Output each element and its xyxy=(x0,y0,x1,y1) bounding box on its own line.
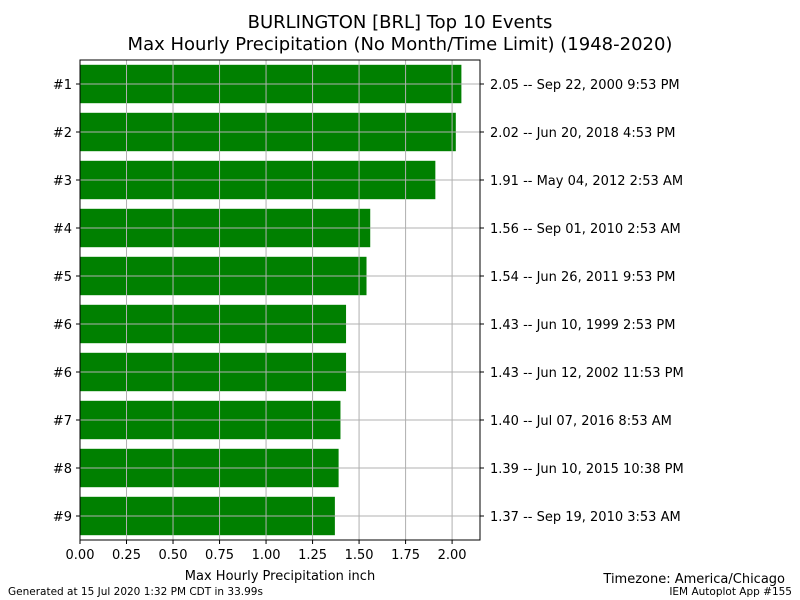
y-tick-label: #6 xyxy=(53,318,72,333)
generated-label: Generated at 15 Jul 2020 1:32 PM CDT in … xyxy=(8,586,263,598)
y-tick-label: #7 xyxy=(53,414,72,429)
x-tick-label: 1.00 xyxy=(252,548,281,563)
y-tick-label: #3 xyxy=(53,174,72,189)
y-tick-label: #2 xyxy=(53,126,72,141)
y-tick-label: #6 xyxy=(53,366,72,381)
plot-area: 0.00 0.25 0.50 0.75 1.00 1.25 1.50 1.75 2.00 #1 2.… xyxy=(53,59,684,563)
x-tick-label: 0.00 xyxy=(66,548,95,563)
event-label: 2.05 -- Sep 22, 2000 9:53 PM xyxy=(490,78,680,93)
event-label: 1.91 -- May 04, 2012 2:53 AM xyxy=(490,174,683,189)
y-tick-label: #1 xyxy=(53,78,72,93)
app-label: IEM Autoplot App #155 xyxy=(669,586,792,598)
x-axis-label: Max Hourly Precipitation inch xyxy=(185,569,375,584)
event-label: 2.02 -- Jun 20, 2018 4:53 PM xyxy=(490,126,675,141)
x-tick-label: 1.50 xyxy=(345,548,374,563)
event-label: 1.40 -- Jul 07, 2016 8:53 AM xyxy=(490,414,672,429)
event-label: 1.43 -- Jun 12, 2002 11:53 PM xyxy=(490,366,684,381)
event-label: 1.39 -- Jun 10, 2015 10:38 PM xyxy=(490,462,684,477)
chart-title-line2: Max Hourly Precipitation (No Month/Time … xyxy=(128,34,673,55)
event-label: 1.56 -- Sep 01, 2010 2:53 AM xyxy=(490,222,681,237)
timezone-label: Timezone: America/Chicago xyxy=(602,572,785,587)
plot-frame xyxy=(79,59,481,541)
x-tick-label: 0.50 xyxy=(159,548,188,563)
y-tick-label: #8 xyxy=(53,462,72,477)
x-tick-label: 0.25 xyxy=(112,548,141,563)
y-tick-label: #5 xyxy=(53,270,72,285)
y-tick-label: #9 xyxy=(53,510,72,525)
event-label: 1.37 -- Sep 19, 2010 3:53 AM xyxy=(490,510,681,525)
x-tick-label: 0.75 xyxy=(205,548,234,563)
x-tick-label: 1.75 xyxy=(391,548,420,563)
x-tick-label: 2.00 xyxy=(438,548,467,563)
y-tick-label: #4 xyxy=(53,222,72,237)
event-label: 1.43 -- Jun 10, 1999 2:53 PM xyxy=(490,318,675,333)
chart-title-line1: BURLINGTON [BRL] Top 10 Events xyxy=(248,12,553,33)
event-label: 1.54 -- Jun 26, 2011 9:53 PM xyxy=(490,270,675,285)
x-tick-label: 1.25 xyxy=(298,548,327,563)
